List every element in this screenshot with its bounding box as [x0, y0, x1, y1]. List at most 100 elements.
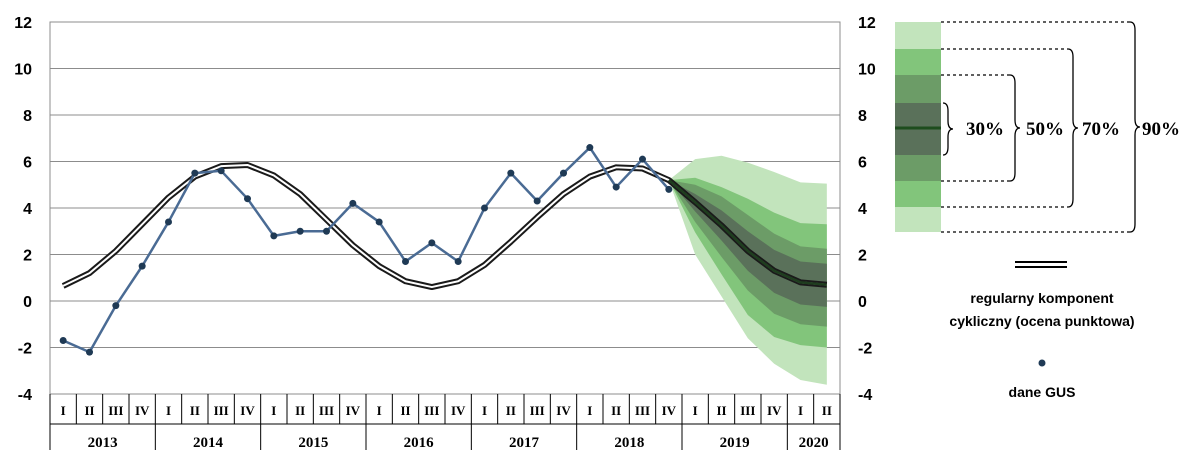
quarter-label: II [716, 403, 726, 418]
quarter-label: IV [346, 403, 361, 418]
quarter-label: III [740, 403, 755, 418]
quarter-label: IV [767, 403, 782, 418]
gus-point [59, 337, 67, 345]
gus-point [296, 227, 304, 235]
quarter-label: I [166, 403, 171, 418]
quarter-label: I [482, 403, 487, 418]
gus-point [244, 195, 251, 203]
quarter-label: I [377, 403, 382, 418]
quarter-label: IV [135, 403, 150, 418]
y-tick-left-0: 0 [23, 294, 32, 311]
gus-point [533, 197, 541, 205]
legend-gus-marker [1038, 359, 1046, 367]
gus-point [323, 227, 330, 235]
gus-point [217, 167, 225, 175]
fan-legend-label-90%: 90% [1142, 119, 1180, 140]
gus-point [402, 257, 409, 265]
gridlines [50, 68, 840, 348]
fan-legend-brace [1129, 21, 1141, 233]
quarter-label: II [506, 403, 516, 418]
year-label-2018: 2018 [614, 435, 644, 450]
y-tick-left-4: 4 [23, 201, 32, 218]
quarter-label: II [400, 403, 410, 418]
y-tick-left-2: 2 [23, 248, 32, 265]
legend-cyclical-label-1: regularny komponent [970, 290, 1113, 306]
y-tick-right-4: 4 [858, 201, 867, 218]
fan-legend-label-70%: 70% [1082, 119, 1120, 140]
quarter-label: II [611, 403, 621, 418]
fan-legend-label-30%: 30% [966, 119, 1004, 140]
fan-legend-brace [1009, 74, 1021, 182]
legend-cyclical: regularny komponent cykliczny (ocena pun… [949, 261, 1135, 329]
fan-legend-brace [942, 102, 954, 156]
fan-chart [668, 155, 827, 385]
quarter-label: III [424, 403, 439, 418]
quarter-label: IV [662, 403, 677, 418]
quarter-label: III [635, 403, 650, 418]
year-label-2013: 2013 [88, 435, 118, 450]
fan-legend-segment [895, 181, 941, 207]
quarter-label: III [214, 403, 229, 418]
quarter-label: II [190, 403, 200, 418]
year-label-2014: 2014 [193, 435, 224, 450]
quarter-label: I [693, 403, 698, 418]
y-tick-right-6: 6 [858, 155, 867, 172]
fan-center-line [668, 179, 827, 286]
gus-point [481, 204, 488, 212]
fan-legend-segment [895, 49, 941, 75]
year-label-2020: 2020 [799, 435, 829, 450]
gus-point [270, 232, 278, 240]
gus-point [165, 218, 172, 226]
gus-point [560, 169, 567, 177]
gus-point [639, 155, 646, 163]
y-axis-left: 12 10 8 6 4 2 0 -2 -4 [14, 15, 32, 404]
y-tick-right-12: 12 [858, 15, 876, 32]
fan-legend-segment [895, 22, 941, 49]
gus-point [454, 257, 462, 265]
y-tick-right--2: -2 [858, 341, 872, 358]
quarter-label: I [271, 403, 276, 418]
quarter-label: II [822, 403, 832, 418]
fan-legend-segment [895, 155, 941, 181]
y-tick-left-8: 8 [23, 108, 32, 125]
y-tick-right-2: 2 [858, 248, 867, 265]
gus-point [112, 302, 120, 310]
quarter-label: I [798, 403, 803, 418]
gus-point [138, 262, 146, 270]
quarter-label: IV [240, 403, 255, 418]
quarter-label: III [319, 403, 334, 418]
y-tick-left--2: -2 [18, 341, 32, 358]
year-label-2015: 2015 [298, 435, 328, 450]
quarter-label: III [108, 403, 123, 418]
gus-point [586, 144, 594, 152]
gus-point [665, 185, 673, 193]
gus-point [191, 169, 199, 177]
gus-point [612, 183, 620, 191]
y-tick-left-12: 12 [14, 15, 32, 32]
year-label-2016: 2016 [404, 435, 435, 450]
gus-line [62, 146, 670, 354]
quarter-label: II [84, 403, 94, 418]
y-tick-right--4: -4 [858, 387, 872, 404]
y-tick-left-6: 6 [23, 155, 32, 172]
data-points [59, 144, 673, 356]
quarter-label: I [587, 403, 592, 418]
quarter-label: III [530, 403, 545, 418]
fan-legend-brace [1067, 48, 1079, 208]
y-tick-left--4: -4 [18, 387, 32, 404]
gus-point [507, 169, 515, 177]
y-tick-left-10: 10 [14, 62, 32, 79]
year-label-2017: 2017 [509, 435, 540, 450]
series-lines [61, 146, 828, 354]
legend-gus-label: dane GUS [1009, 384, 1076, 400]
gus-point [349, 199, 357, 207]
fan-legend-segment [895, 207, 941, 232]
quarter-label: I [61, 403, 66, 418]
quarter-label: IV [556, 403, 571, 418]
y-tick-right-0: 0 [858, 294, 867, 311]
y-axis-right: 12 10 8 6 4 2 0 -2 -4 [858, 15, 876, 404]
y-tick-right-10: 10 [858, 62, 876, 79]
fan-legend: 30% 50% 70% 90% [895, 21, 1180, 233]
gus-point [86, 348, 93, 356]
legend-gus: dane GUS [1009, 359, 1076, 400]
